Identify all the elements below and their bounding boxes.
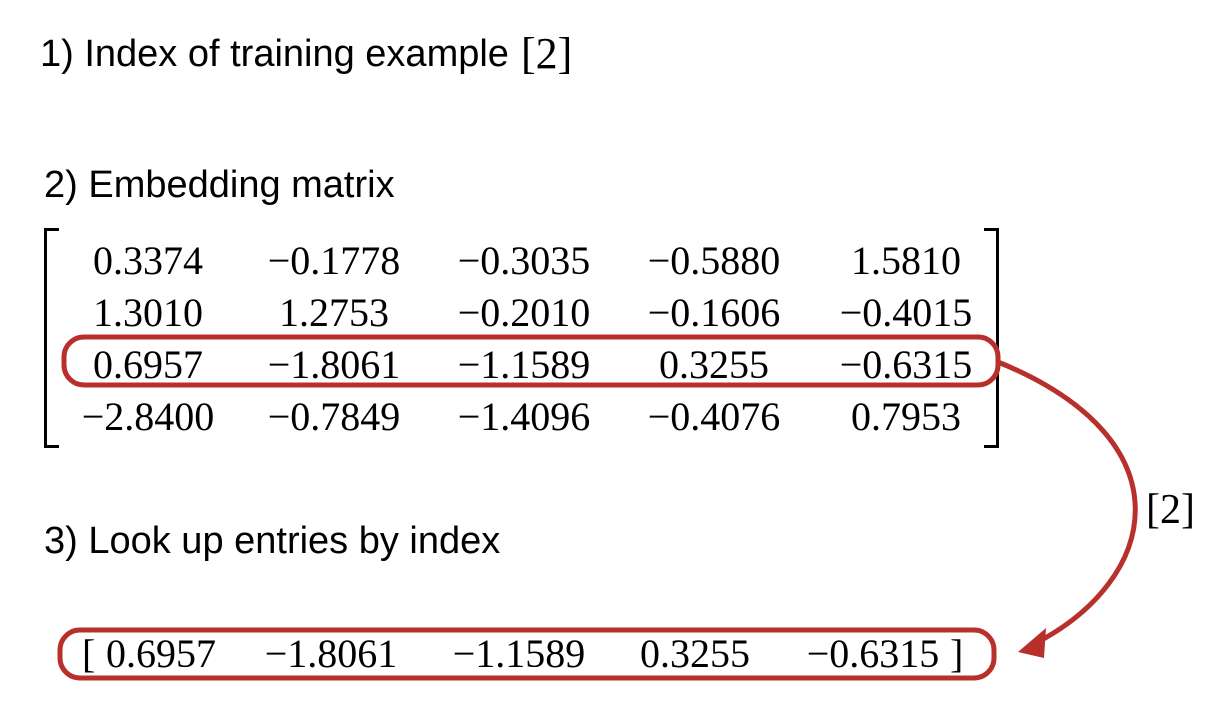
matrix-cell: −1.8061	[267, 342, 401, 387]
matrix-cell: −0.5880	[647, 238, 781, 283]
matrix-row-3: −2.8400 −0.7849 −1.4096 −0.4076 0.7953	[44, 390, 1004, 444]
matrix-cell: −0.7849	[267, 394, 401, 439]
matrix-cell: −0.1778	[267, 238, 401, 283]
vector-cell: −0.6315	[806, 631, 940, 676]
matrix-row-1: 1.3010 1.2753 −0.2010 −0.1606 −0.4015	[44, 286, 1004, 340]
lookup-result-vector: [ 0.6957 −1.8061 −1.1589 0.3255 −0.6315 …	[60, 628, 996, 680]
vector-cell: 0.6957	[106, 631, 216, 676]
matrix-row-2-highlighted: 0.6957 −1.8061 −1.1589 0.3255 −0.6315	[44, 338, 1004, 392]
step2-heading: 2) Embedding matrix	[44, 164, 395, 206]
matrix-cell: −2.8400	[81, 394, 215, 439]
matrix-left-bracket	[44, 228, 59, 448]
lookup-arrowhead-icon	[1018, 628, 1046, 658]
vector-cell: 0.3255	[640, 631, 750, 676]
vector-cell: −1.1589	[452, 631, 586, 676]
matrix-row-0: 0.3374 −0.1778 −0.3035 −0.5880 1.5810	[44, 234, 1004, 288]
matrix-cell: 0.3374	[93, 238, 203, 283]
matrix-cell: 1.2753	[279, 290, 389, 335]
matrix-cell: −1.1589	[457, 342, 591, 387]
step1-index: [2]	[520, 29, 573, 78]
step3-heading: 3) Look up entries by index	[44, 520, 501, 562]
step1-heading: 1) Index of training example [2]	[40, 26, 573, 78]
matrix-cell: −0.4015	[839, 290, 973, 335]
matrix-cell: 0.3255	[659, 342, 769, 387]
matrix-cell: −0.6315	[839, 342, 973, 387]
arrow-index-label: [2]	[1146, 487, 1195, 533]
matrix-cell: −0.1606	[647, 290, 781, 335]
vector-close-bracket: ]	[950, 631, 964, 676]
matrix-cell: −1.4096	[457, 394, 591, 439]
matrix-cell: 1.3010	[93, 290, 203, 335]
embedding-matrix: 0.3374 −0.1778 −0.3035 −0.5880 1.5810 1.…	[44, 228, 1004, 448]
matrix-cell: 1.5810	[851, 238, 961, 283]
lookup-arrow	[997, 359, 1138, 647]
vector-cell: −1.8061	[264, 631, 398, 676]
step1-label: 1) Index of training example	[40, 33, 509, 75]
matrix-cell: 0.6957	[93, 342, 203, 387]
matrix-cell: −0.3035	[457, 238, 591, 283]
matrix-cell: 0.7953	[851, 394, 961, 439]
matrix-cell: −0.4076	[647, 394, 781, 439]
matrix-cell: −0.2010	[457, 290, 591, 335]
